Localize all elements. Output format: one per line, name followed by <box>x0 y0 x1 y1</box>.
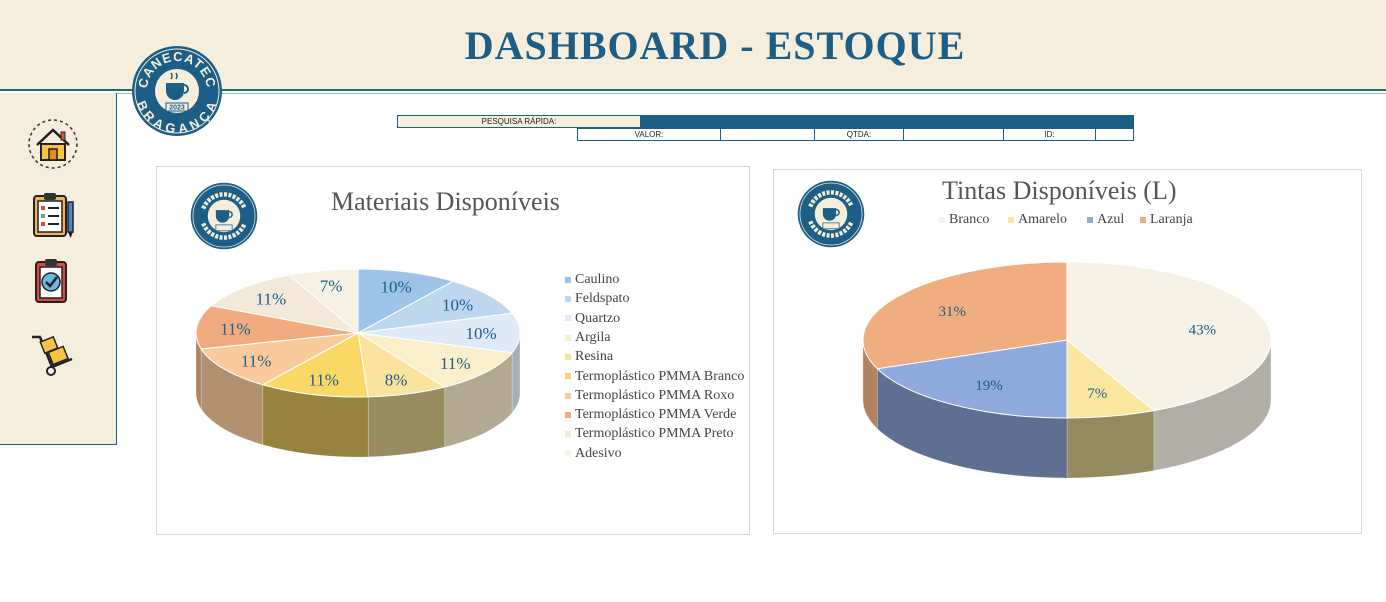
materials-legend-item: Termoplástico PMMA Branco <box>565 369 744 385</box>
materials-legend-item: Termoplástico PMMA Roxo <box>565 388 734 404</box>
paints-slice-side <box>1066 410 1155 479</box>
paints-chart-title: Tintas Disponíveis (L) <box>942 176 1177 205</box>
materials-data-label: 10% <box>442 295 473 314</box>
legend-label: Azul <box>1097 212 1125 227</box>
sidebar <box>0 93 117 445</box>
legend-swatch <box>565 276 571 283</box>
paints-pie-chart: 43% 7% 19% 31% <box>862 261 1272 479</box>
materials-slice <box>261 332 369 398</box>
legend-label: Laranja <box>1150 212 1193 227</box>
panel-logo <box>190 182 258 255</box>
panel-logo <box>797 180 865 253</box>
paints-data-label: 7% <box>1087 386 1107 402</box>
quick-search: PESQUISA RÁPIDA: VALOR: QTDA: ID: <box>397 115 1134 141</box>
legend-label: Argila <box>575 329 611 345</box>
materials-slice <box>287 268 359 335</box>
materials-legend-item: Termoplástico PMMA Verde <box>565 407 736 423</box>
paints-slice <box>862 261 1068 370</box>
materials-slice <box>357 312 521 354</box>
clipboard-check-icon[interactable] <box>26 255 80 309</box>
paints-chart-panel: 43% 7% 19% 31% Tintas Disponíveis (L) Branc… <box>773 169 1362 534</box>
legend-label: Resina <box>575 349 614 365</box>
legend-swatch <box>565 315 571 322</box>
legend-swatch <box>565 431 571 438</box>
clipboard-list-icon[interactable] <box>26 188 80 242</box>
materials-legend-item: Argila <box>565 330 611 346</box>
value-input[interactable] <box>721 129 815 140</box>
materials-data-label: 7% <box>320 277 343 296</box>
legend-label: Caulino <box>575 272 620 287</box>
id-label: ID: <box>1004 129 1096 140</box>
legend-swatch <box>565 353 571 360</box>
legend-swatch <box>565 373 571 380</box>
legend-swatch <box>565 411 571 418</box>
legend-swatch <box>565 450 571 457</box>
legend-swatch <box>1087 216 1093 223</box>
materials-slice <box>357 332 514 388</box>
materials-slice-side <box>367 386 446 458</box>
paints-legend-item: Amarelo <box>1008 212 1067 228</box>
legend-swatch <box>939 216 945 223</box>
qty-input[interactable] <box>904 129 1004 140</box>
legend-label: Adesivo <box>575 445 622 461</box>
home-icon[interactable] <box>26 117 80 171</box>
quick-search-bar: PESQUISA RÁPIDA: <box>397 115 1134 128</box>
materials-pie-chart: 10% 10% 10% 11% 8% 11% 11% 11% 11% 7% <box>195 268 521 458</box>
legend-label: Termoplástico PMMA Roxo <box>575 387 735 403</box>
materials-data-label: 10% <box>466 324 497 343</box>
header-bar: DASHBOARD - ESTOQUE <box>0 0 1386 91</box>
materials-slice <box>357 280 514 334</box>
legend-label: Quartzo <box>575 310 621 326</box>
materials-legend-item: Termoplástico PMMA Preto <box>565 426 733 442</box>
materials-legend-item: Quartzo <box>565 311 620 327</box>
materials-slice <box>200 332 359 386</box>
materials-legend-item: Adesivo <box>565 446 622 462</box>
paints-legend-item: Branco <box>939 212 989 228</box>
legend-swatch <box>565 334 571 341</box>
materials-slice <box>210 274 360 334</box>
paints-slice <box>1066 261 1272 412</box>
paints-data-label: 19% <box>975 378 1003 394</box>
materials-data-label: 11% <box>440 354 471 373</box>
hand-truck-icon[interactable] <box>26 325 80 379</box>
qty-label: QTDA: <box>815 129 904 140</box>
quick-search-fields: VALOR: QTDA: ID: <box>577 128 1134 141</box>
materials-legend-item: Feldspato <box>565 291 629 307</box>
materials-slice <box>357 268 455 334</box>
paints-legend-item: Azul <box>1087 212 1124 228</box>
materials-chart-panel: 10% 10% 10% 11% 8% 11% 11% 11% 11% 7% Materiais D… <box>156 166 750 535</box>
legend-label: Termoplástico PMMA Branco <box>575 368 745 384</box>
legend-label: Branco <box>949 212 990 227</box>
legend-swatch <box>565 392 571 399</box>
materials-legend-item: Resina <box>565 349 613 365</box>
materials-data-label: 11% <box>308 371 339 390</box>
legend-label: Feldspato <box>575 291 630 307</box>
value-label: VALOR: <box>578 129 721 140</box>
materials-legend-item: Caulino <box>565 272 619 288</box>
materials-data-label: 11% <box>241 351 272 370</box>
materials-data-label: 8% <box>385 370 408 389</box>
legend-label: Termoplástico PMMA Verde <box>575 407 737 423</box>
legend-swatch <box>565 296 571 303</box>
legend-swatch <box>1008 216 1014 223</box>
logo-year: 2023 <box>169 105 185 112</box>
paints-data-label: 43% <box>1189 322 1217 338</box>
materials-data-label: 11% <box>256 290 287 309</box>
page-title: DASHBOARD - ESTOQUE <box>464 23 966 68</box>
materials-chart-title: Materiais Disponíveis <box>331 187 560 216</box>
quick-search-label: PESQUISA RÁPIDA: <box>398 116 640 127</box>
legend-swatch <box>1140 216 1146 223</box>
paints-legend-item: Laranja <box>1140 212 1193 228</box>
id-input[interactable] <box>1096 129 1133 140</box>
materials-data-label: 10% <box>380 278 411 297</box>
header-divider <box>0 93 1386 94</box>
paints-data-label: 31% <box>939 304 967 320</box>
materials-slice <box>195 305 359 350</box>
legend-label: Amarelo <box>1018 212 1067 227</box>
paints-slice <box>876 339 1068 419</box>
logo: CANECATEC BRAGANÇA 2023 <box>131 45 223 142</box>
legend-label: Termoplástico PMMA Preto <box>575 426 734 442</box>
materials-data-label: 11% <box>220 319 251 338</box>
